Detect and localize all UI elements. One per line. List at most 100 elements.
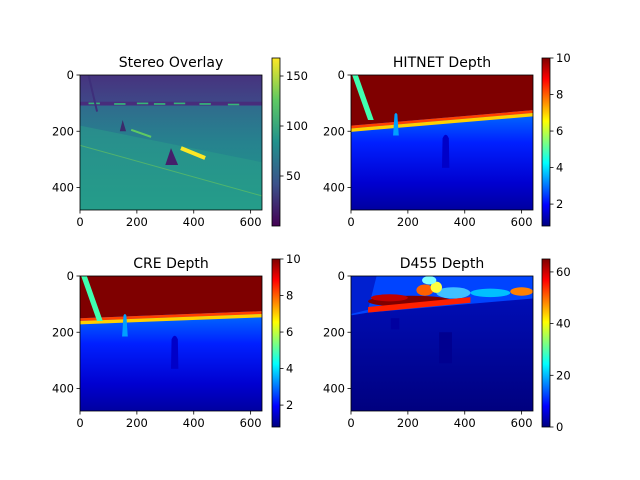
x-tick-label: 600 <box>240 416 262 430</box>
colorbar <box>271 258 281 428</box>
colorbar-tick-label: 100 <box>286 119 308 133</box>
x-tick-label: 400 <box>183 416 205 430</box>
colorbar-tick-label: 2 <box>556 197 563 211</box>
image-area <box>80 75 262 210</box>
subplot-2: CRE Depth 0 200 400 600 0 200 400 2 4 6 8 10 <box>52 252 301 430</box>
y-tick-label: 200 <box>52 124 74 138</box>
d455-hot-region <box>422 276 437 285</box>
overlay-lane-mark <box>153 103 166 105</box>
colorbar <box>271 57 281 227</box>
y-tick-label: 0 <box>338 269 345 283</box>
colorbar-tick-label: 8 <box>556 88 563 102</box>
d455-object <box>390 318 400 330</box>
y-tick-label: 400 <box>52 382 74 396</box>
colorbar-tick-label: 4 <box>556 161 563 175</box>
x-tick-label: 600 <box>511 416 533 430</box>
subplot-title: Stereo Overlay <box>119 55 224 71</box>
depth-cone-near <box>122 313 128 337</box>
overlay-cone <box>119 120 127 132</box>
d455-red-band <box>368 297 471 313</box>
x-tick-label: 200 <box>126 215 148 229</box>
colorbar-tick-label: 6 <box>286 325 293 339</box>
overlay-line <box>80 144 262 197</box>
subplot-title: D455 Depth <box>400 256 485 272</box>
x-tick-label: 400 <box>183 215 205 229</box>
colorbar-tick-label: 10 <box>286 252 301 266</box>
colorbar-tick-label: 0 <box>556 420 563 434</box>
subplot-title: CRE Depth <box>133 256 208 272</box>
depth-pole <box>81 276 103 321</box>
subplot-0: Stereo Overlay 0 200 400 600 0 200 400 50 100 150 <box>52 55 308 229</box>
d455-hot-region <box>510 287 533 296</box>
y-tick-label: 400 <box>323 382 345 396</box>
colorbar-tick-label: 8 <box>286 289 293 303</box>
x-tick-label: 600 <box>511 215 533 229</box>
colorbar-tick-label: 10 <box>556 51 571 65</box>
y-tick-label: 200 <box>52 325 74 339</box>
x-tick-label: 0 <box>76 416 83 430</box>
overlay-lane-mark <box>227 103 240 106</box>
overlay-pole <box>87 75 99 112</box>
overlay-mid-stripe <box>130 128 152 138</box>
colorbar-tick-label: 50 <box>286 169 301 183</box>
axes-frame <box>79 275 263 412</box>
depth-far-region <box>80 276 262 319</box>
subplot-title: HITNET Depth <box>393 55 491 71</box>
x-tick-label: 0 <box>347 215 354 229</box>
overlay-bright-stripe <box>180 146 206 160</box>
overlay-horizon <box>80 101 262 106</box>
d455-hot-region <box>470 288 511 298</box>
image-area <box>351 75 533 210</box>
image-area <box>351 276 533 411</box>
x-tick-label: 400 <box>454 215 476 229</box>
depth-cone-near <box>393 112 399 136</box>
overlay-sky <box>80 75 262 106</box>
overlay-road <box>80 125 262 210</box>
axes-frame <box>350 74 534 211</box>
y-tick-label: 200 <box>323 124 345 138</box>
overlay-lane-mark <box>136 102 149 105</box>
depth-person <box>171 335 179 369</box>
subplot-3: D455 Depth 0 200 400 600 0 200 400 0 20 40 60 <box>323 256 571 434</box>
colorbar-tick-label: 2 <box>286 398 293 412</box>
y-tick-label: 400 <box>52 181 74 195</box>
colorbar-tick-label: 150 <box>286 69 308 83</box>
depth-person <box>442 134 450 168</box>
colorbar-tick-label: 40 <box>556 317 571 331</box>
colorbar-tick-label: 20 <box>556 368 571 382</box>
axes-frame <box>79 74 263 211</box>
depth-pole <box>352 75 374 120</box>
colorbar <box>541 258 551 428</box>
d455-hot-region <box>436 287 471 299</box>
overlay-lane-mark <box>173 102 186 105</box>
x-tick-label: 200 <box>397 416 419 430</box>
overlay-cone <box>165 148 179 165</box>
axes-frame <box>350 275 534 412</box>
d455-hot-region <box>416 284 434 296</box>
colorbar-tick-label: 60 <box>556 265 571 279</box>
d455-object <box>439 332 452 364</box>
depth-far-region <box>351 75 533 126</box>
d455-left-dark <box>351 276 377 314</box>
image-area <box>80 276 262 411</box>
x-tick-label: 0 <box>347 416 354 430</box>
y-tick-label: 0 <box>67 68 74 82</box>
x-tick-label: 200 <box>397 215 419 229</box>
overlay-lane-mark <box>199 103 211 105</box>
x-tick-label: 600 <box>240 215 262 229</box>
y-tick-label: 200 <box>323 325 345 339</box>
y-tick-label: 400 <box>323 181 345 195</box>
d455-hot-region <box>370 294 408 302</box>
y-tick-label: 0 <box>338 68 345 82</box>
overlay-lane-mark <box>114 103 126 105</box>
subplot-1: HITNET Depth 0 200 400 600 0 200 400 2 4 6 8 10 <box>323 51 571 229</box>
x-tick-label: 400 <box>454 416 476 430</box>
x-tick-label: 200 <box>126 416 148 430</box>
y-tick-label: 0 <box>67 269 74 283</box>
x-tick-label: 0 <box>76 215 83 229</box>
d455-hot-region <box>430 281 442 293</box>
colorbar <box>541 57 551 227</box>
colorbar-tick-label: 6 <box>556 124 563 138</box>
colorbar-tick-label: 4 <box>286 362 293 376</box>
